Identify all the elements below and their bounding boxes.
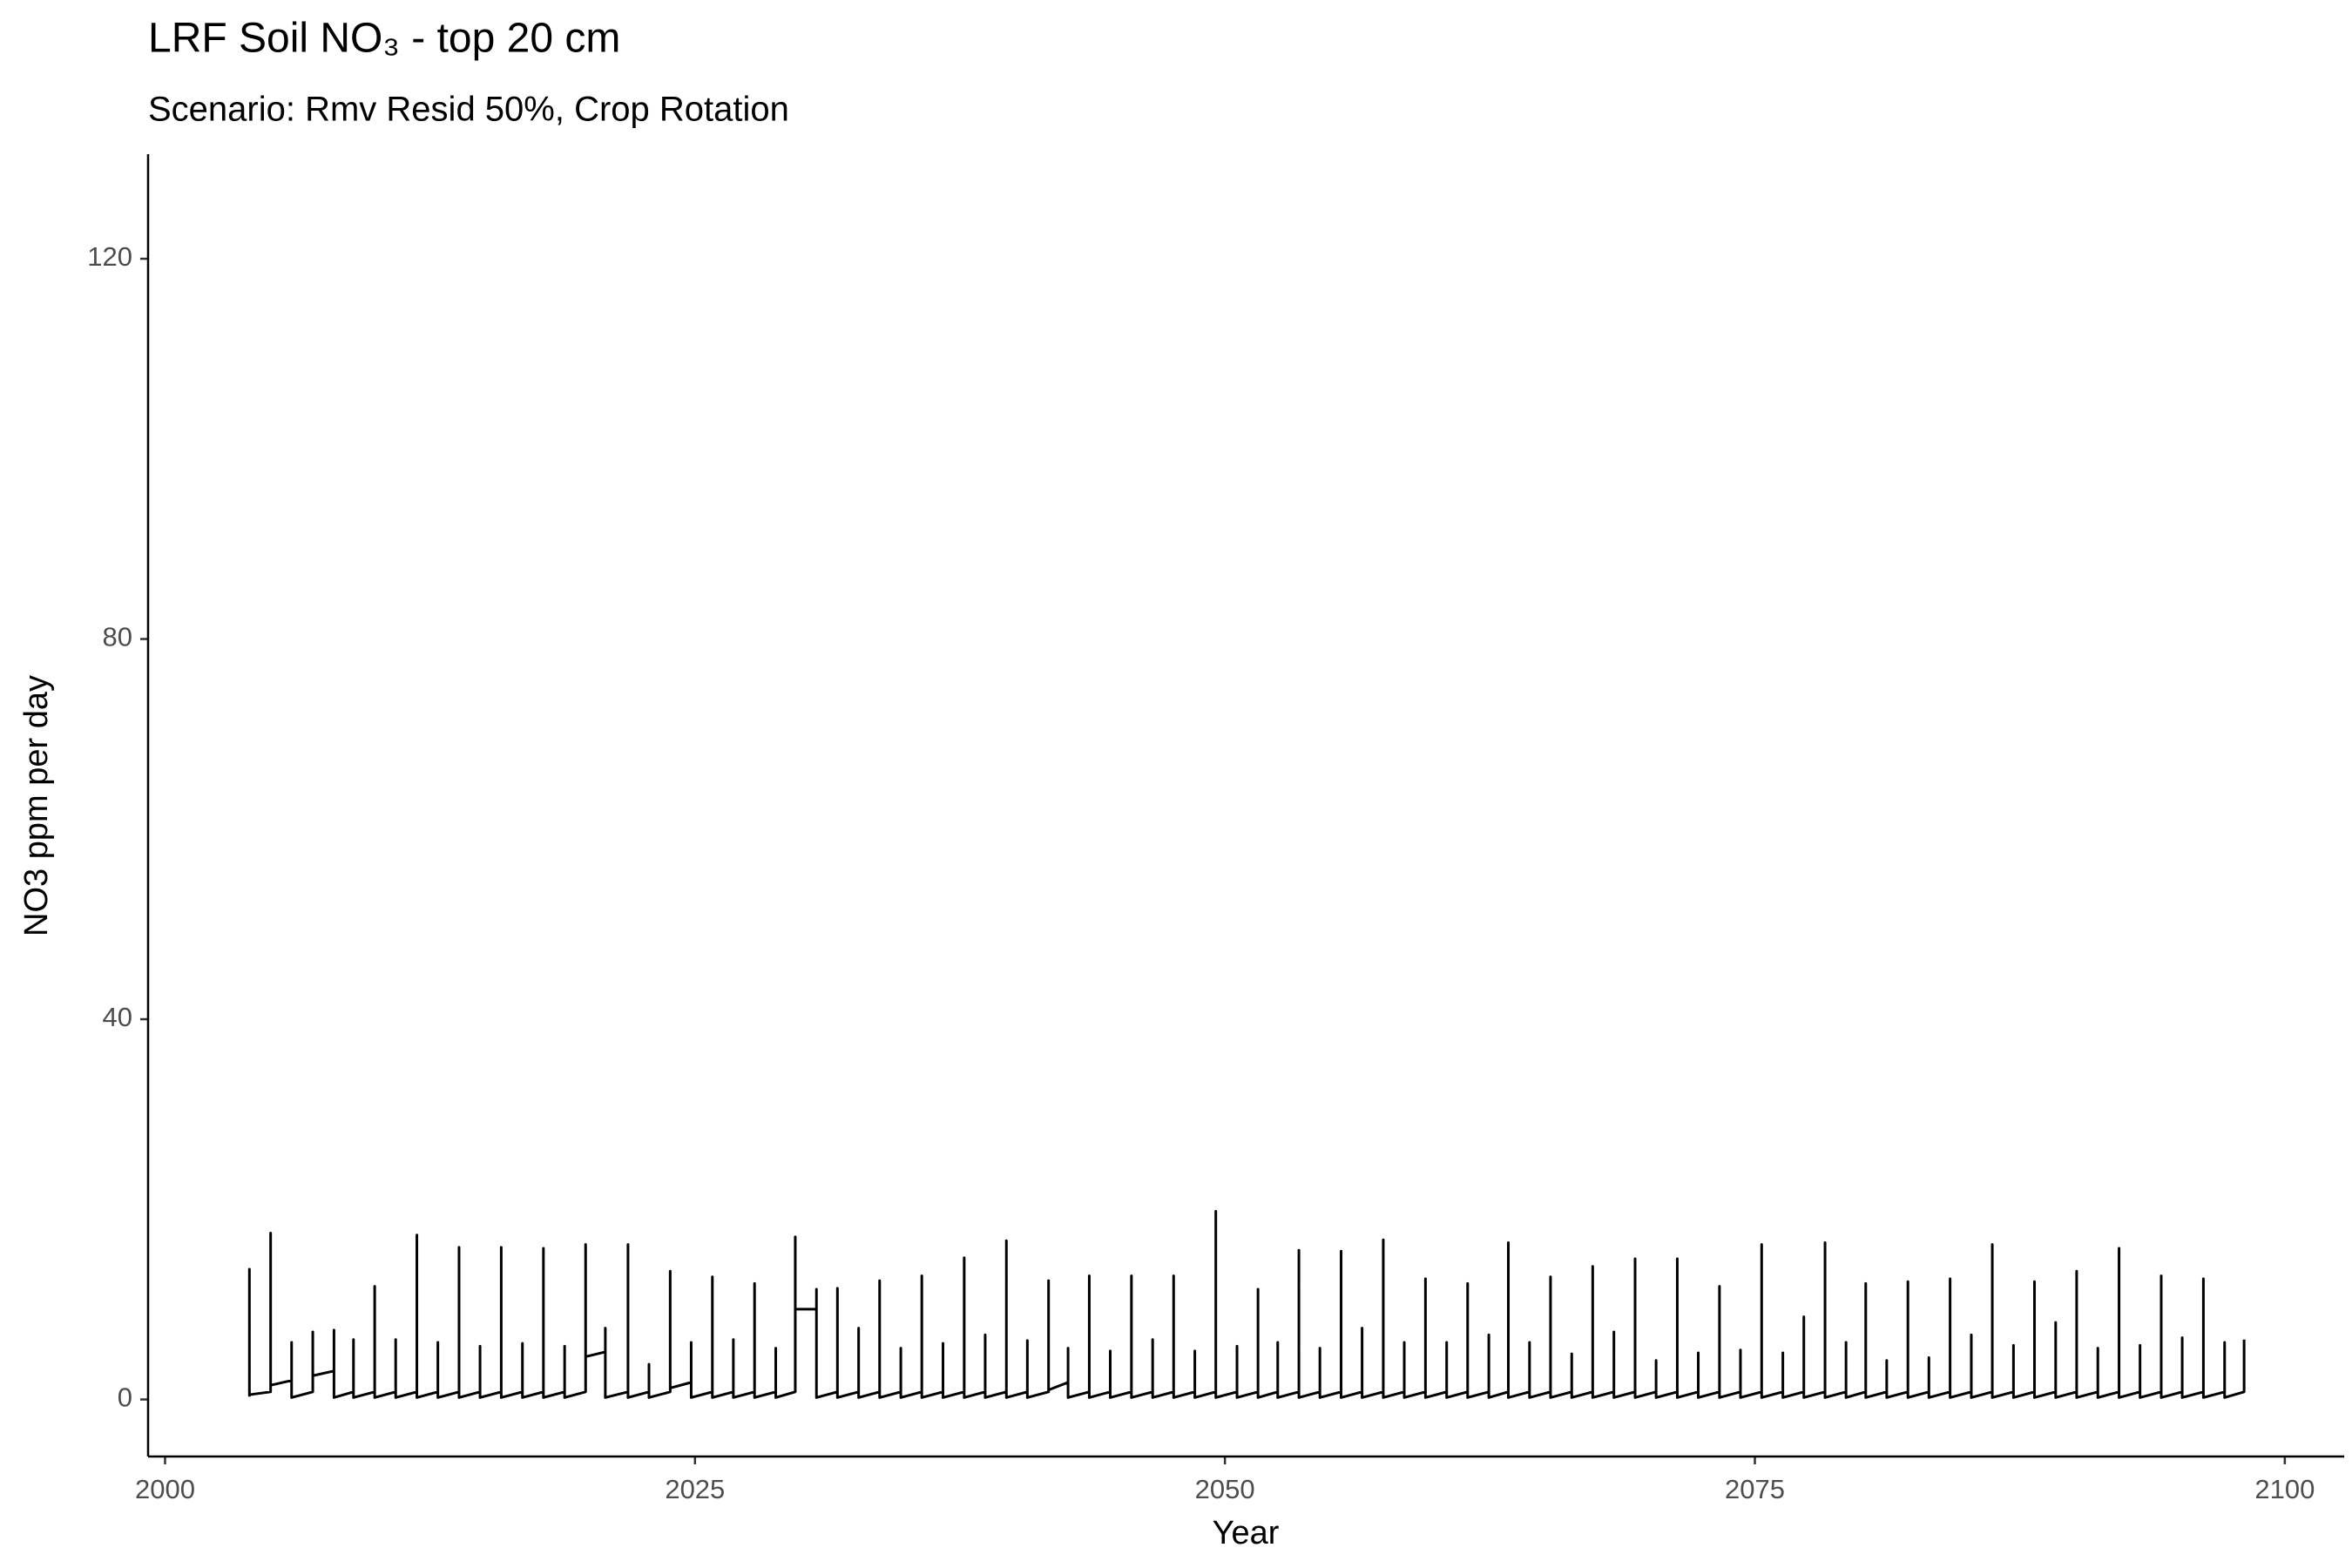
x-tick-label: 2100	[2254, 1474, 2315, 1504]
chart-title: LRF Soil NO₃ - top 20 cm	[148, 16, 620, 62]
x-tick-label: 2050	[1195, 1474, 1255, 1504]
data-line	[247, 1209, 2246, 1399]
x-tick-label: 2025	[665, 1474, 725, 1504]
y-axis-title: NO3 ppm per day	[18, 675, 55, 936]
x-tick-label: 2075	[1725, 1474, 1785, 1504]
y-tick-label: 120	[87, 241, 132, 272]
x-axis-title: Year	[1213, 1515, 1280, 1551]
y-tick-label: 40	[103, 1002, 132, 1032]
y-tick-label: 0	[118, 1382, 132, 1413]
chart-subtitle: Scenario: Rmv Resid 50%, Crop Rotation	[148, 91, 789, 129]
x-tick-label: 2000	[135, 1474, 195, 1504]
y-tick-label: 80	[103, 622, 132, 652]
